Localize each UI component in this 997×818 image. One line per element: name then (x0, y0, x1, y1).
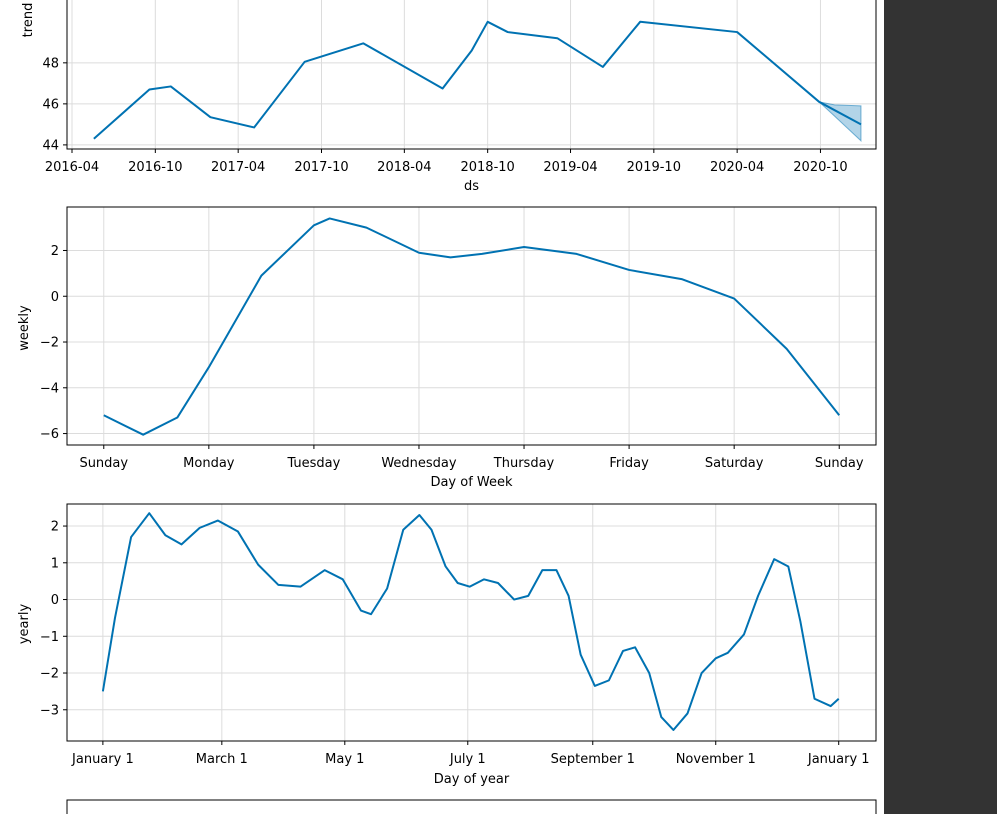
yearly-x-tick-label: September 1 (551, 752, 635, 767)
yearly-x-tick-label: November 1 (676, 752, 756, 767)
weekly-y-tick-label: −6 (40, 427, 59, 442)
trend-x-tick-label: 2018-04 (377, 160, 431, 175)
trend-chart: 2016-04 2016-10 2017-04 2017-10 2018-04 2018-… (21, 0, 877, 194)
yearly-y-tick-label: −3 (40, 703, 59, 718)
chart-canvas: 2016-04 2016-10 2017-04 2017-10 2018-04 2018-… (17, 0, 877, 818)
weekly-plot-frame (66, 206, 877, 446)
weekly-x-tick-label: Monday (183, 456, 235, 471)
yearly-x-tick-label: July 1 (449, 752, 486, 767)
partial-chart: 40 (66, 799, 877, 818)
partial-plot-frame (66, 799, 877, 818)
yearly-x-axis-title: Day of year (434, 772, 510, 787)
weekly-x-tick-label: Tuesday (286, 456, 340, 471)
trend-y-axis-title: trend (21, 3, 36, 38)
trend-x-tick-label: 2019-10 (627, 160, 681, 175)
trend-x-tick-label: 2017-04 (211, 160, 265, 175)
yearly-y-axis-title: yearly (17, 604, 32, 645)
weekly-y-tick-label: 2 (51, 244, 59, 259)
trend-x-tick-label: 2016-04 (45, 160, 99, 175)
yearly-series-line (101, 512, 840, 731)
trend-x-tick-label: 2020-04 (710, 160, 764, 175)
trend-y-tick-label: 44 (42, 138, 59, 153)
trend-x-axis-title: ds (464, 179, 479, 194)
yearly-x-tick-label: May 1 (325, 752, 364, 767)
yearly-x-tick-label: January 1 (71, 752, 134, 767)
weekly-x-tick-label: Sunday (79, 456, 128, 471)
yearly-x-tick-label: January 1 (807, 752, 870, 767)
weekly-y-axis-title: weekly (17, 305, 32, 351)
weekly-chart: Sunday Monday Tuesday Wednesday Thursday Frid… (17, 206, 877, 490)
weekly-x-tick-label: Friday (609, 456, 649, 471)
figure: 2016-04 2016-10 2017-04 2017-10 2018-04 2018-… (17, 0, 877, 818)
trend-plot-frame (66, 0, 877, 150)
weekly-y-tick-label: 0 (51, 290, 59, 305)
trend-y-tick-label: 46 (42, 97, 59, 112)
weekly-y-tick-label: −2 (40, 336, 59, 351)
yearly-chart: January 1 March 1 May 1 July 1 September 1 No… (17, 503, 877, 787)
trend-series-line (93, 20, 862, 140)
yearly-y-tick-label: 2 (51, 520, 59, 535)
yearly-y-tick-label: −2 (40, 667, 59, 682)
weekly-x-tick-label: Thursday (493, 456, 555, 471)
yearly-x-tick-label: March 1 (196, 752, 248, 767)
yearly-y-tick-label: 1 (51, 556, 59, 571)
side-panel (884, 0, 997, 814)
weekly-x-tick-label: Saturday (705, 456, 764, 471)
weekly-y-tick-label: −4 (40, 381, 59, 396)
trend-x-tick-label: 2017-10 (294, 160, 348, 175)
trend-x-tick-label: 2018-10 (460, 160, 514, 175)
trend-x-tick-label: 2020-10 (793, 160, 847, 175)
yearly-y-tick-label: 0 (51, 593, 59, 608)
weekly-x-tick-label: Wednesday (381, 456, 457, 471)
weekly-series-line (103, 217, 841, 436)
weekly-x-axis-title: Day of Week (430, 475, 513, 490)
yearly-plot-frame (66, 503, 877, 742)
yearly-y-tick-label: −1 (40, 630, 59, 645)
trend-x-tick-label: 2019-04 (543, 160, 597, 175)
trend-x-tick-label: 2016-10 (128, 160, 182, 175)
trend-y-tick-label: 48 (42, 56, 59, 71)
weekly-x-tick-label: Sunday (815, 456, 864, 471)
